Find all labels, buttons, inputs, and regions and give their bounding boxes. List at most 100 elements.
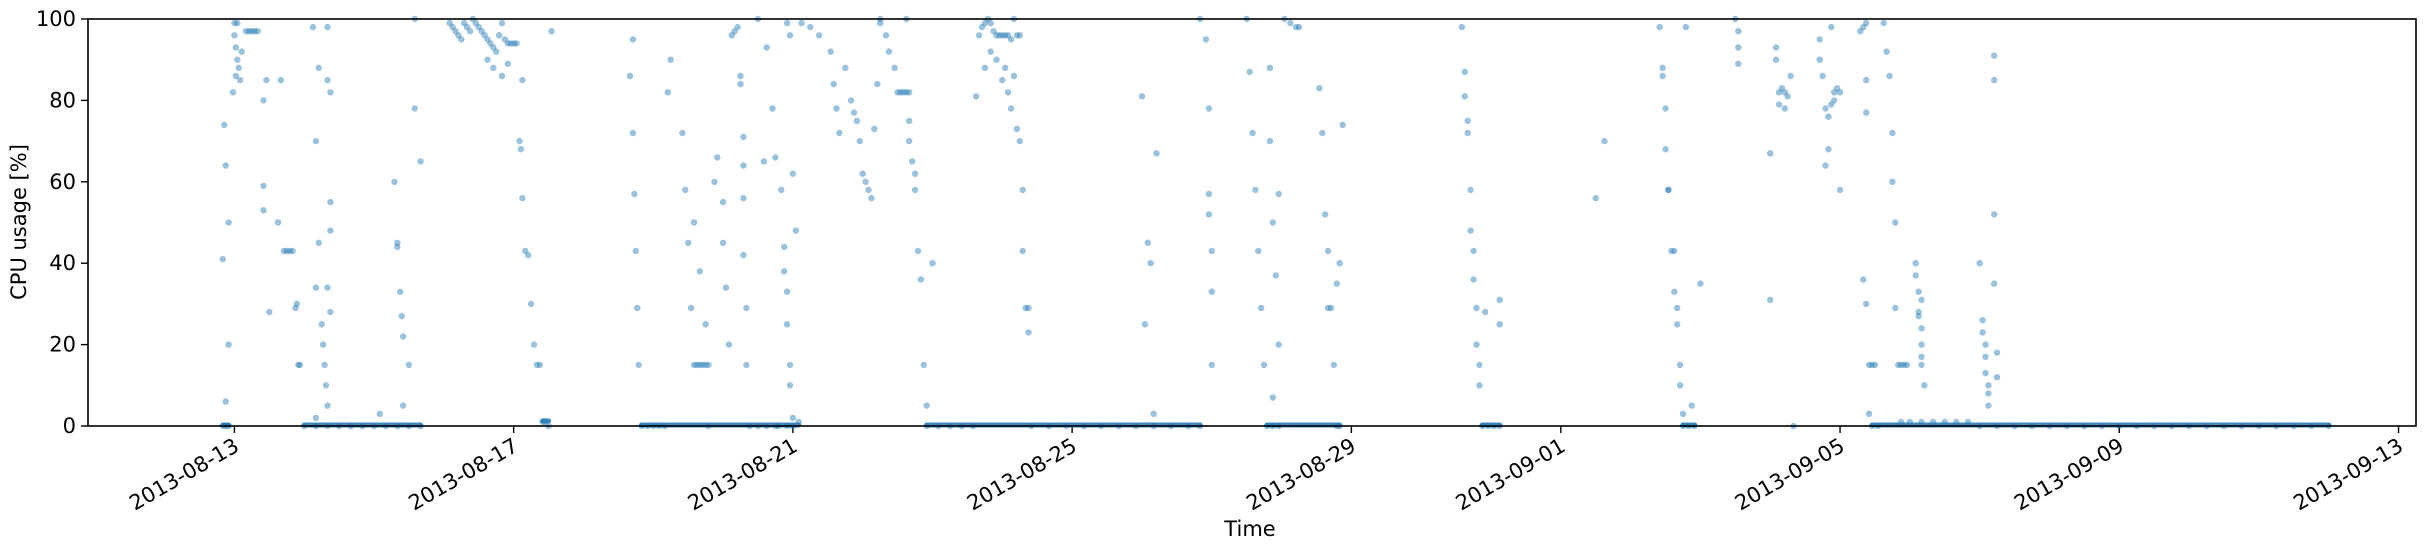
data-point [1676, 361, 1684, 369]
data-point [1141, 321, 1149, 328]
data-point [398, 312, 405, 320]
data-point [1784, 93, 1791, 100]
data-point [929, 260, 936, 267]
data-point [490, 64, 497, 72]
data-point [1976, 260, 1983, 267]
data-point [635, 361, 642, 369]
data-point [321, 361, 328, 369]
data-point [1921, 382, 1928, 389]
data-point [1865, 410, 1873, 417]
data-point [1676, 382, 1684, 389]
data-point [1781, 89, 1789, 96]
data-point [696, 361, 703, 369]
data-point [1138, 93, 1146, 100]
data-point [1735, 60, 1742, 67]
x-tick-label: 2013-08-13 [125, 434, 243, 516]
data-point [1863, 19, 1870, 27]
data-point [1592, 194, 1599, 202]
x-axis: 2013-08-13 2013-08-17 2013-08-21 2013-08-25… [125, 426, 2407, 515]
data-point [682, 186, 689, 194]
data-point [996, 32, 1003, 39]
y-tick-label: 20 [49, 333, 76, 357]
data-point [1144, 239, 1152, 246]
data-point [527, 300, 535, 308]
data-point [1883, 48, 1890, 55]
data-point [1287, 19, 1294, 27]
data-point [1668, 247, 1675, 255]
data-point [853, 117, 861, 125]
data-point [1252, 186, 1259, 194]
data-point [1662, 146, 1669, 153]
data-point [1787, 72, 1794, 80]
data-point [1322, 211, 1329, 218]
data-point [446, 19, 453, 27]
data-point [1476, 361, 1483, 369]
data-point [798, 19, 805, 27]
data-point [865, 186, 872, 194]
data-point [807, 23, 814, 31]
data-point [1004, 32, 1012, 39]
data-point [702, 321, 709, 328]
data-point [900, 89, 907, 96]
data-point [1915, 312, 1922, 320]
data-point [1473, 304, 1480, 312]
data-point [1767, 296, 1774, 303]
data-point [1339, 121, 1346, 128]
data-point [1863, 76, 1870, 84]
data-point [1496, 296, 1503, 303]
data-point [229, 89, 237, 96]
data-point [1266, 64, 1274, 72]
data-point [248, 28, 256, 35]
data-point [292, 304, 299, 312]
data-point [504, 40, 511, 47]
data-point [1208, 247, 1216, 255]
data-point [495, 32, 503, 39]
data-point [783, 19, 791, 27]
data-point [1295, 23, 1303, 31]
data-point [1019, 186, 1026, 194]
data-point [1004, 89, 1012, 96]
data-point [1662, 105, 1669, 112]
data-point [1915, 288, 1922, 295]
data-point [1674, 321, 1681, 328]
y-axis-label: CPU usage [%] [7, 144, 31, 300]
data-point [504, 60, 511, 67]
data-point [1269, 219, 1277, 226]
data-point [1482, 308, 1489, 316]
data-point [972, 93, 980, 100]
data-point [315, 64, 322, 72]
data-point [1831, 97, 1838, 104]
data-point [897, 89, 904, 96]
data-point [1836, 89, 1844, 96]
x-tick-label: 2013-09-01 [1452, 434, 1570, 516]
data-point [1775, 89, 1783, 96]
data-point [274, 219, 282, 226]
data-point [1697, 280, 1704, 287]
data-point [1007, 36, 1015, 43]
data-point [815, 32, 823, 39]
data-point [1002, 32, 1009, 39]
data-point [1863, 300, 1870, 308]
data-point [1324, 304, 1332, 312]
data-point [232, 72, 240, 80]
data-point [1735, 44, 1742, 51]
data-point [312, 137, 320, 145]
data-point [711, 178, 718, 185]
x-tick-label: 2013-09-13 [2289, 434, 2407, 516]
data-point [903, 89, 910, 96]
data-point [786, 382, 794, 389]
data-point [1871, 361, 1879, 369]
data-point [221, 121, 228, 128]
data-point [789, 170, 797, 177]
data-point [1022, 304, 1029, 312]
data-point [475, 23, 482, 31]
data-point [1272, 272, 1280, 279]
data-point [1772, 44, 1780, 51]
data-point [1016, 137, 1023, 145]
data-point [1665, 186, 1672, 194]
data-point [1985, 402, 1992, 409]
data-point [237, 76, 244, 84]
data-point [1857, 28, 1864, 35]
data-point [1775, 101, 1783, 108]
data-point [1601, 137, 1608, 145]
